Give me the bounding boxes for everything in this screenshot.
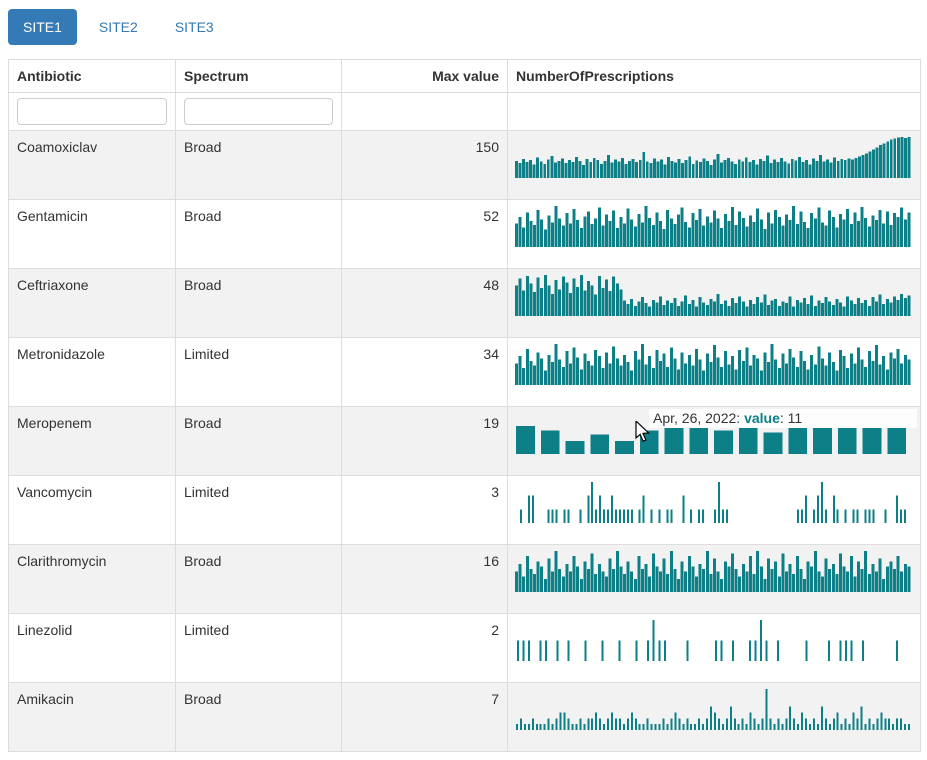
antibiotic-cell: Amikacin	[8, 682, 176, 752]
column-header-spectrum[interactable]: Spectrum	[175, 59, 342, 93]
header-row: Antibiotic Spectrum Max value NumberOfPr…	[8, 59, 921, 93]
max-value-cell: 48	[341, 268, 508, 338]
antibiotic-cell: Ceftriaxone	[8, 268, 176, 338]
table-row-meropenem-hovered: Meropenem Broad 19 Apr, 26, 2022: value:…	[8, 406, 921, 476]
spectrum-cell: Broad	[175, 130, 342, 200]
column-header-antibiotic[interactable]: Antibiotic	[8, 59, 176, 93]
table-row: Coamoxiclav Broad 150	[8, 130, 921, 200]
sparkline-cell	[507, 544, 921, 614]
max-value-filter-cell	[341, 92, 508, 131]
tab-site3[interactable]: SITE3	[174, 19, 214, 35]
sparkline-cell	[507, 613, 921, 683]
sparkline-chart[interactable]	[515, 206, 911, 247]
sparkline-chart[interactable]	[515, 344, 911, 385]
tooltip-value: : 11	[779, 410, 803, 426]
sparkline-cell: Apr, 26, 2022: value: 11	[507, 406, 921, 476]
antibiotic-cell: Clarithromycin	[8, 544, 176, 614]
spectrum-filter-input[interactable]	[184, 98, 333, 125]
table-row: Amikacin Broad 7	[8, 682, 921, 752]
table-row: Clarithromycin Broad 16	[8, 544, 921, 614]
prescriptions-filter-cell	[507, 92, 921, 131]
antibiotic-cell: Meropenem	[8, 406, 176, 476]
sparkline-cell	[507, 130, 921, 200]
tooltip-series-label: value	[744, 410, 780, 426]
spectrum-cell: Broad	[175, 268, 342, 338]
antibiotic-cell: Vancomycin	[8, 475, 176, 545]
spectrum-cell: Broad	[175, 544, 342, 614]
max-value-cell: 150	[341, 130, 508, 200]
max-value-cell: 7	[341, 682, 508, 752]
table-row: Vancomycin Limited 3	[8, 475, 921, 545]
spectrum-cell: Limited	[175, 475, 342, 545]
spectrum-cell: Broad	[175, 682, 342, 752]
sparkline-cell	[507, 682, 921, 752]
sparkline-cell	[507, 268, 921, 338]
antibiotic-cell: Coamoxiclav	[8, 130, 176, 200]
sparkline-chart[interactable]	[515, 620, 911, 661]
max-value-cell: 16	[341, 544, 508, 614]
sparkline-chart[interactable]	[515, 275, 911, 316]
max-value-cell: 52	[341, 199, 508, 269]
tab-site1[interactable]: SITE1	[8, 9, 77, 45]
sparkline-chart[interactable]	[515, 413, 911, 454]
max-value-cell: 3	[341, 475, 508, 545]
antibiotic-cell: Metronidazole	[8, 337, 176, 407]
site-tab-bar: SITE1 SITE2 SITE3	[8, 9, 919, 45]
sparkline-cell	[507, 199, 921, 269]
antibiotic-cell: Gentamicin	[8, 199, 176, 269]
chart-tooltip: Apr, 26, 2022: value: 11	[649, 409, 917, 428]
spectrum-cell: Limited	[175, 613, 342, 683]
spectrum-cell: Limited	[175, 337, 342, 407]
tooltip-date: Apr, 26, 2022:	[653, 410, 745, 426]
column-header-max-value[interactable]: Max value	[341, 59, 508, 93]
antibiotic-filter-input[interactable]	[17, 98, 167, 125]
mouse-cursor-icon	[635, 421, 650, 442]
table-row: Metronidazole Limited 34	[8, 337, 921, 407]
table-row: Linezolid Limited 2	[8, 613, 921, 683]
sparkline-chart[interactable]	[515, 551, 911, 592]
sparkline-chart[interactable]	[515, 482, 911, 523]
sparkline-cell	[507, 475, 921, 545]
tab-site2[interactable]: SITE2	[98, 19, 138, 35]
sparkline-chart[interactable]	[515, 689, 911, 730]
table-row: Gentamicin Broad 52	[8, 199, 921, 269]
antibiotic-cell: Linezolid	[8, 613, 176, 683]
column-header-numberofprescriptions[interactable]: NumberOfPrescriptions	[507, 59, 921, 93]
table-row: Ceftriaxone Broad 48	[8, 268, 921, 338]
sparkline-chart[interactable]	[515, 137, 911, 178]
spectrum-cell: Broad	[175, 199, 342, 269]
sparkline-cell	[507, 337, 921, 407]
filter-row	[8, 92, 921, 131]
antibiotics-table: Antibiotic Spectrum Max value NumberOfPr…	[8, 59, 921, 752]
max-value-cell: 34	[341, 337, 508, 407]
spectrum-cell: Broad	[175, 406, 342, 476]
max-value-cell: 19	[341, 406, 508, 476]
max-value-cell: 2	[341, 613, 508, 683]
